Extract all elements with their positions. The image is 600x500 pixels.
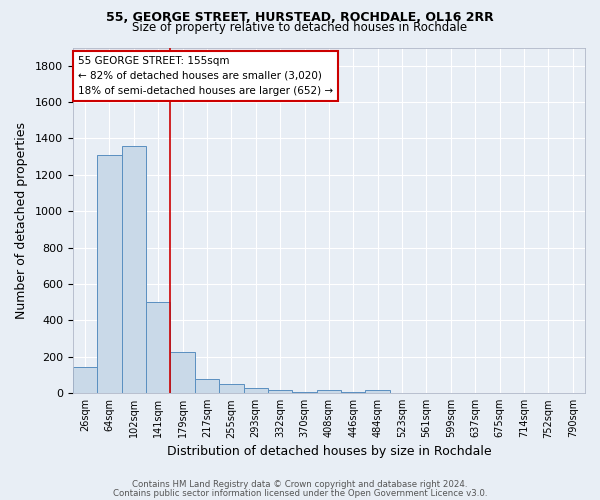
X-axis label: Distribution of detached houses by size in Rochdale: Distribution of detached houses by size … <box>167 444 491 458</box>
Bar <box>341 392 365 393</box>
Bar <box>244 388 268 393</box>
Bar <box>268 390 292 393</box>
Bar <box>73 367 97 393</box>
Bar <box>365 390 390 393</box>
Bar <box>97 155 122 393</box>
Text: Contains public sector information licensed under the Open Government Licence v3: Contains public sector information licen… <box>113 488 487 498</box>
Bar <box>292 392 317 393</box>
Bar <box>122 146 146 393</box>
Text: 55 GEORGE STREET: 155sqm
← 82% of detached houses are smaller (3,020)
18% of sem: 55 GEORGE STREET: 155sqm ← 82% of detach… <box>78 56 333 96</box>
Bar <box>317 390 341 393</box>
Text: Contains HM Land Registry data © Crown copyright and database right 2024.: Contains HM Land Registry data © Crown c… <box>132 480 468 489</box>
Bar <box>170 352 195 393</box>
Bar <box>146 302 170 393</box>
Y-axis label: Number of detached properties: Number of detached properties <box>15 122 28 319</box>
Bar <box>195 378 219 393</box>
Text: 55, GEORGE STREET, HURSTEAD, ROCHDALE, OL16 2RR: 55, GEORGE STREET, HURSTEAD, ROCHDALE, O… <box>106 11 494 24</box>
Bar <box>219 384 244 393</box>
Text: Size of property relative to detached houses in Rochdale: Size of property relative to detached ho… <box>133 22 467 35</box>
